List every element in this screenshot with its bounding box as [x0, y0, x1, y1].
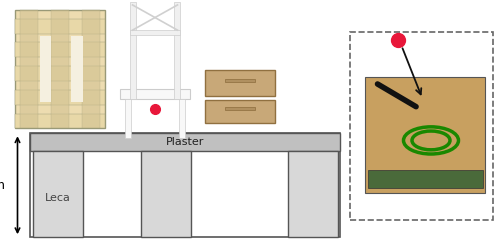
Bar	[15, 90, 105, 105]
Text: Plaster: Plaster	[166, 137, 204, 147]
Bar	[15, 19, 105, 34]
Bar	[288, 151, 338, 237]
Bar	[15, 10, 105, 128]
Bar	[125, 99, 131, 138]
Text: 1 m: 1 m	[0, 179, 5, 192]
Bar	[205, 70, 275, 96]
Bar	[179, 99, 185, 138]
Bar	[174, 2, 180, 99]
Bar	[82, 10, 100, 128]
Bar	[224, 107, 256, 110]
Bar	[15, 66, 105, 81]
Bar	[30, 133, 340, 237]
Bar	[205, 100, 275, 124]
Bar	[130, 30, 180, 35]
Bar	[40, 36, 52, 102]
Bar	[15, 42, 105, 57]
Bar	[120, 89, 190, 99]
Bar	[224, 79, 256, 82]
Bar	[368, 170, 482, 188]
Bar	[32, 151, 82, 237]
Bar	[130, 2, 136, 99]
Bar	[72, 36, 83, 102]
Bar	[142, 151, 192, 237]
Bar	[52, 10, 69, 128]
Bar	[30, 133, 340, 151]
Bar	[15, 114, 105, 128]
Bar	[350, 32, 492, 220]
Bar	[365, 77, 485, 193]
Bar	[20, 10, 38, 128]
Text: Leca: Leca	[44, 193, 70, 203]
